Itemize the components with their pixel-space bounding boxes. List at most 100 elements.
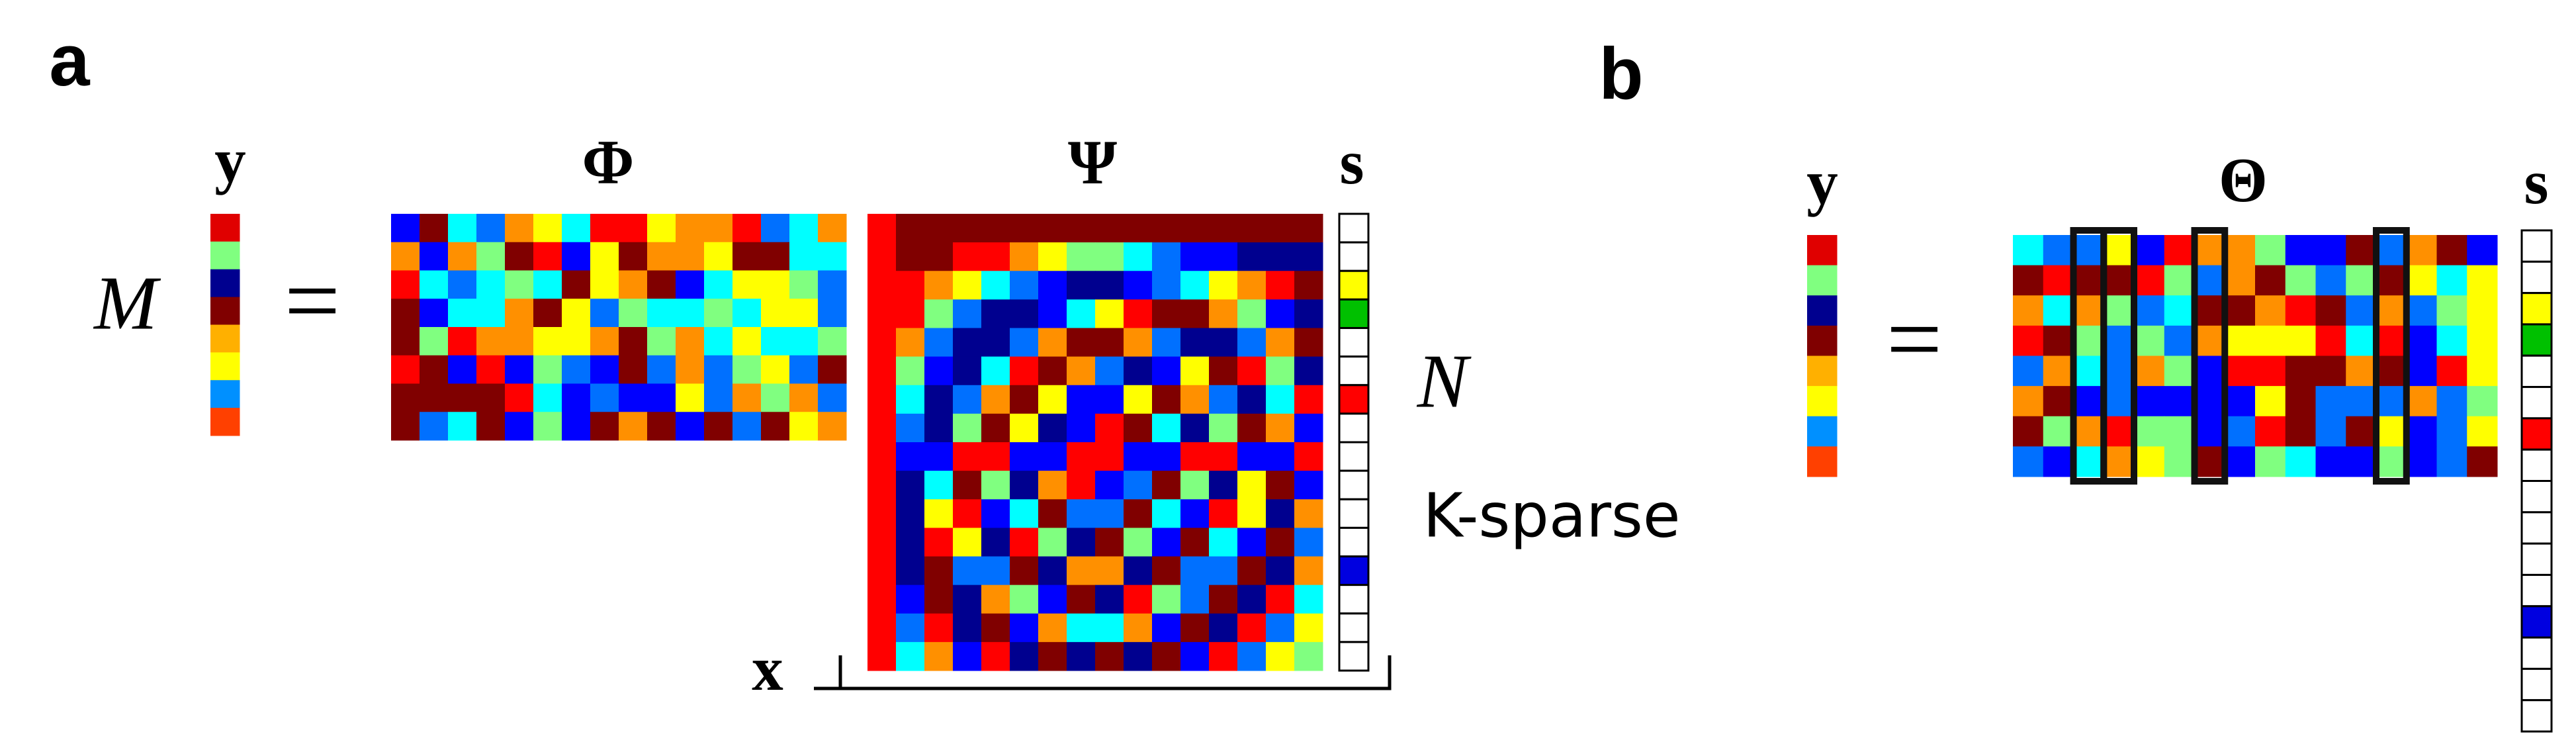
psi-cell xyxy=(1124,299,1153,328)
phi-cell xyxy=(789,299,819,328)
theta-cell xyxy=(2346,355,2377,387)
column-highlight xyxy=(2100,227,2137,485)
theta-cell xyxy=(2346,446,2377,477)
psi-cell xyxy=(1095,585,1124,614)
psi-cell xyxy=(1010,299,1039,328)
psi-cell xyxy=(924,528,954,557)
phi-cell xyxy=(619,355,648,384)
phi-cell xyxy=(590,383,619,412)
psi-cell xyxy=(1124,242,1153,271)
theta-cell xyxy=(2406,446,2437,477)
psi-cell xyxy=(1067,356,1096,386)
psi-cell xyxy=(1237,471,1266,500)
psi-cell xyxy=(1237,299,1266,328)
psi-cell xyxy=(867,214,897,243)
phi-cell xyxy=(590,299,619,328)
phi-cell xyxy=(733,270,762,299)
phi-cell xyxy=(562,299,591,328)
theta-cell xyxy=(2436,386,2467,417)
phi-cell xyxy=(505,327,534,356)
psi-cell xyxy=(1209,556,1238,586)
phi-cell xyxy=(733,299,762,328)
phi-cell xyxy=(505,242,534,271)
psi-cell xyxy=(924,356,954,386)
theta-cell xyxy=(2194,416,2225,447)
equals: = xyxy=(285,246,341,355)
theta-cell xyxy=(2255,265,2286,296)
s-cell xyxy=(1338,412,1370,444)
y-cell xyxy=(1807,295,1838,326)
s-cell xyxy=(2520,448,2553,482)
psi-cell xyxy=(867,271,897,300)
psi-cell xyxy=(1038,585,1067,614)
psi-cell xyxy=(1180,471,1210,500)
phi-cell xyxy=(818,214,847,243)
psi-cell xyxy=(953,556,982,586)
psi-cell xyxy=(1237,385,1266,414)
psi-cell xyxy=(1038,499,1067,528)
psi-cell xyxy=(1095,442,1124,471)
theta-cell xyxy=(2436,325,2467,356)
psi-cell xyxy=(924,413,954,443)
psi-cell xyxy=(896,556,925,586)
phi-cell xyxy=(619,299,648,328)
phi-cell xyxy=(476,383,506,412)
phi-cell xyxy=(420,383,449,412)
psi-cell xyxy=(1266,471,1295,500)
phi-cell xyxy=(704,242,733,271)
theta-cell xyxy=(2467,355,2498,387)
psi-cell xyxy=(1152,214,1181,243)
phi-cell xyxy=(761,214,790,243)
psi-cell xyxy=(1180,641,1210,671)
phi-cell xyxy=(476,299,506,328)
psi-cell xyxy=(867,242,897,271)
theta-cell xyxy=(2194,446,2225,477)
psi-cell xyxy=(1152,271,1181,300)
psi-cell xyxy=(981,442,1010,471)
phi-cell xyxy=(676,299,705,328)
theta-cell xyxy=(2073,235,2104,266)
y-cell xyxy=(1807,265,1838,296)
s-cell xyxy=(1338,384,1370,415)
theta-cell xyxy=(2376,325,2407,356)
s-cell xyxy=(2520,605,2553,639)
theta-cell xyxy=(2467,416,2498,447)
phi-cell xyxy=(590,242,619,271)
theta-cell xyxy=(2315,386,2346,417)
psi-cell xyxy=(867,528,897,557)
psi-cell xyxy=(1067,299,1096,328)
theta-cell xyxy=(2225,416,2256,447)
phi-cell xyxy=(533,383,562,412)
theta-cell xyxy=(2285,416,2316,447)
psi-cell xyxy=(1266,556,1295,586)
theta-cell xyxy=(2164,265,2195,296)
psi-cell xyxy=(1209,585,1238,614)
theta-cell xyxy=(2013,416,2044,447)
phi-cell xyxy=(533,355,562,384)
phi-cell xyxy=(619,242,648,271)
psi-cell xyxy=(1010,641,1039,671)
s-label: s xyxy=(2524,147,2549,217)
psi-cell xyxy=(1010,585,1039,614)
s-cell xyxy=(2520,229,2553,263)
s-cell xyxy=(2520,542,2553,576)
psi-cell xyxy=(1209,413,1238,443)
psi-cell xyxy=(981,499,1010,528)
psi-cell xyxy=(1152,585,1181,614)
theta-cell xyxy=(2164,416,2195,447)
phi-cell xyxy=(590,270,619,299)
psi-cell xyxy=(1038,385,1067,414)
phi-cell xyxy=(505,270,534,299)
phi-cell xyxy=(562,214,591,243)
phi-cell xyxy=(533,270,562,299)
phi-cell xyxy=(420,214,449,243)
psi-cell xyxy=(1237,328,1266,357)
psi-cell xyxy=(1266,499,1295,528)
theta-cell xyxy=(2376,235,2407,266)
psi-cell xyxy=(1237,528,1266,557)
psi-cell xyxy=(1067,214,1096,243)
psi-cell xyxy=(1095,413,1124,443)
s-cell xyxy=(1338,555,1370,587)
theta-cell xyxy=(2406,386,2437,417)
phi-cell xyxy=(733,242,762,271)
